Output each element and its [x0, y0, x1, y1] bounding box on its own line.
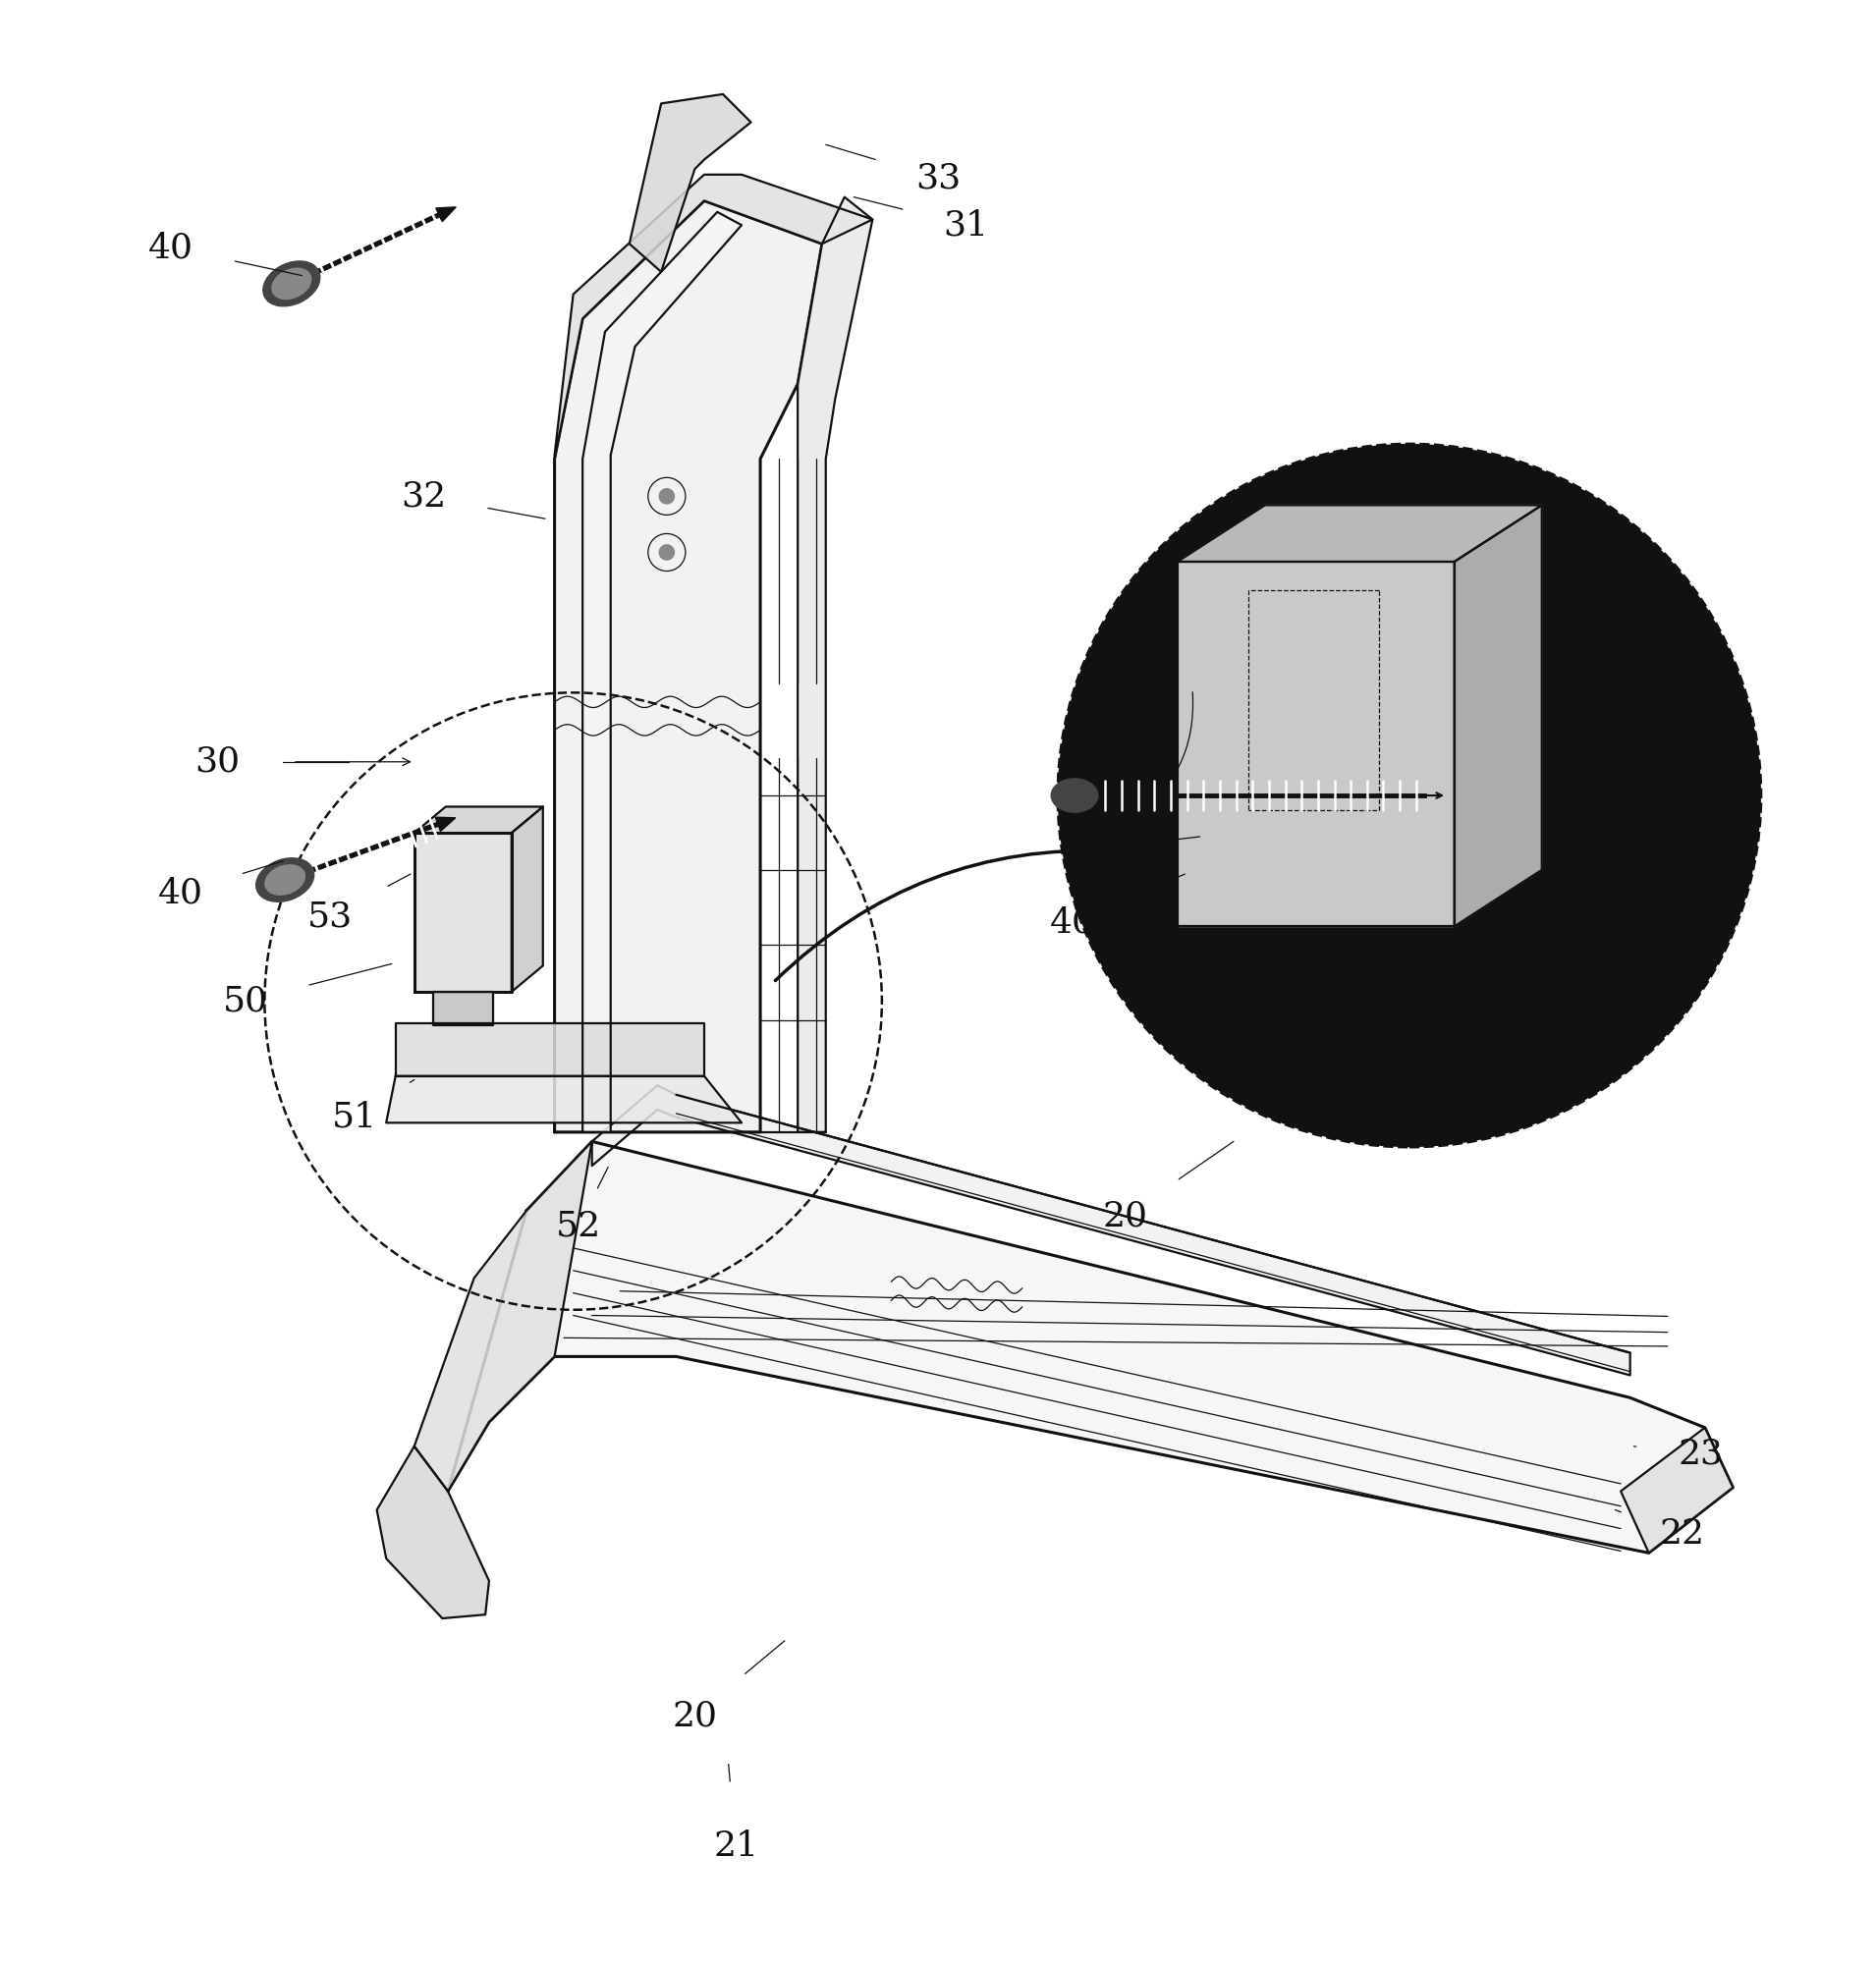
Polygon shape [628, 94, 750, 271]
Polygon shape [1178, 505, 1542, 562]
Circle shape [658, 544, 673, 560]
Text: 30: 30 [1084, 831, 1129, 865]
Ellipse shape [265, 865, 306, 894]
Polygon shape [386, 1077, 741, 1122]
Polygon shape [435, 817, 456, 831]
Text: 40: 40 [1051, 906, 1096, 939]
Ellipse shape [1051, 778, 1097, 812]
Polygon shape [435, 206, 456, 222]
Text: 20: 20 [672, 1700, 717, 1733]
Polygon shape [448, 1142, 1733, 1552]
Text: 40: 40 [148, 230, 193, 263]
Polygon shape [555, 175, 872, 460]
Polygon shape [415, 833, 512, 992]
Ellipse shape [272, 269, 311, 299]
Polygon shape [1454, 505, 1542, 926]
Polygon shape [415, 1142, 593, 1491]
Text: 30: 30 [195, 745, 240, 778]
Circle shape [658, 489, 673, 503]
Polygon shape [1178, 562, 1454, 926]
Text: 22: 22 [1660, 1517, 1705, 1550]
Polygon shape [797, 197, 872, 1132]
Circle shape [1058, 444, 1762, 1148]
Text: 53: 53 [308, 900, 353, 933]
Text: 31: 31 [944, 208, 989, 242]
Text: 50: 50 [1660, 629, 1705, 662]
Polygon shape [593, 1085, 1630, 1375]
Text: 32: 32 [401, 479, 446, 513]
Polygon shape [433, 992, 493, 1026]
Ellipse shape [263, 261, 321, 307]
Polygon shape [396, 1024, 704, 1077]
Text: 20: 20 [1103, 1199, 1148, 1232]
Ellipse shape [255, 859, 313, 902]
Polygon shape [1621, 1429, 1733, 1552]
Polygon shape [415, 808, 542, 833]
Polygon shape [377, 1446, 490, 1619]
Polygon shape [512, 808, 542, 992]
Text: 33: 33 [915, 161, 961, 195]
Text: 50: 50 [223, 984, 268, 1018]
Polygon shape [583, 212, 741, 1132]
Polygon shape [555, 200, 822, 1132]
Text: 21: 21 [713, 1829, 758, 1863]
Text: 52: 52 [555, 1208, 602, 1242]
Text: 51: 51 [332, 1100, 377, 1134]
Text: 40: 40 [158, 876, 203, 910]
Text: 23: 23 [1679, 1436, 1724, 1470]
